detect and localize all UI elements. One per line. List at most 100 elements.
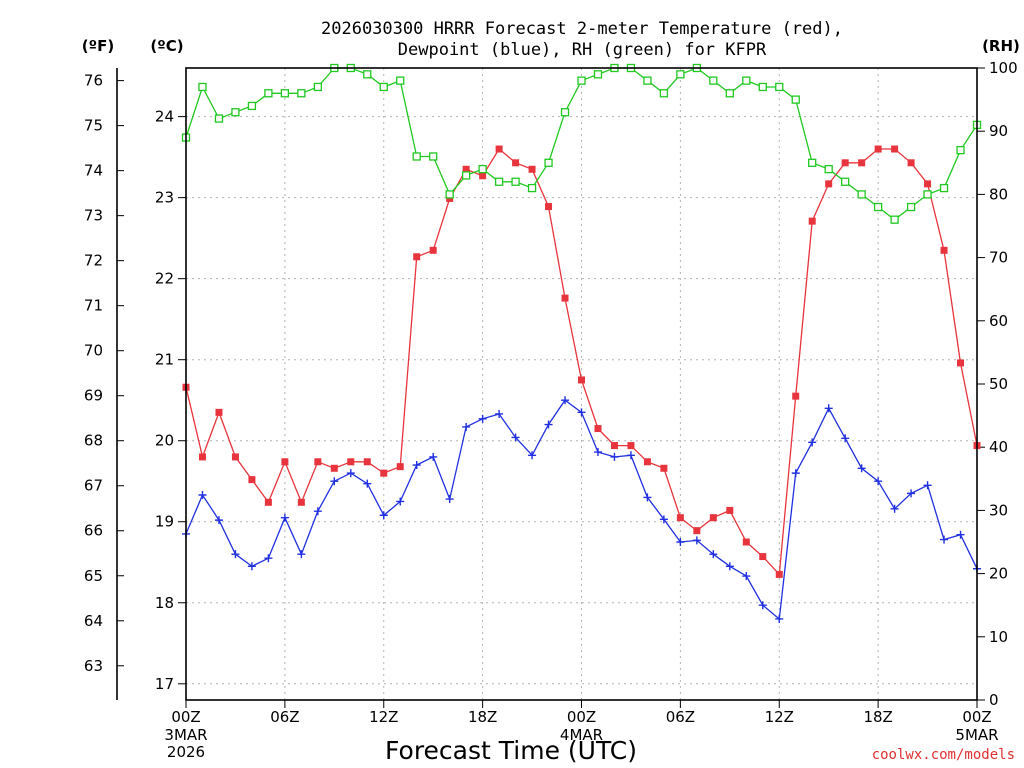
celsius-tick-label: 19 [155,513,174,531]
data-point [363,70,372,79]
data-point [906,202,916,212]
data-point [380,469,388,477]
data-point [956,530,965,539]
x-tick-sublabel: 3MAR [164,726,207,744]
data-point [725,562,734,571]
data-point [626,451,635,460]
rh-tick-label: 30 [989,501,1008,519]
data-point [593,70,603,79]
data-point [231,550,240,559]
data-point [775,82,784,92]
data-point [858,159,866,167]
x-tick-label: 18Z [863,708,892,726]
series-filled-square [182,145,981,578]
data-point [808,438,817,447]
rh-axis: 0 10 20 30 40 50 60 70 80 90 100 [977,59,1018,709]
data-point [594,425,602,433]
data-point [413,253,421,261]
data-point [676,514,684,522]
data-point [577,76,586,85]
data-point [841,159,849,167]
data-point [198,453,206,461]
data-point [429,246,437,254]
series-open-square [181,63,982,224]
data-point [445,495,454,504]
rh-tick-label: 90 [989,122,1008,140]
fahrenheit-tick-label: 70 [84,342,103,360]
data-point [247,101,257,111]
data-point [660,464,668,472]
data-point [297,89,306,98]
celsius-tick-label: 22 [155,270,174,288]
data-point [495,145,503,153]
fahrenheit-tick-label: 71 [84,297,103,315]
fahrenheit-tick-label: 75 [84,117,103,135]
data-point [643,458,651,466]
x-axis-label: Forecast Time (UTC) [385,736,637,765]
data-point [709,514,717,522]
data-point [577,408,586,417]
data-point [214,516,223,525]
data-point [461,171,471,180]
celsius-axis: 17 18 19 20 21 22 23 24 [155,108,186,693]
data-point [495,409,504,418]
fahrenheit-tick-label: 76 [84,72,103,90]
data-point [280,89,290,98]
data-point [429,452,438,461]
data-point [281,458,289,466]
credit-text: coolwx.com/models [872,747,1015,763]
data-point [742,76,751,85]
data-point [890,504,899,513]
data-point [775,570,783,578]
rh-tick-label: 100 [989,59,1018,77]
data-point [709,550,718,559]
data-point [676,70,685,79]
data-point [231,108,240,117]
data-point [297,550,306,559]
data-point [759,553,767,561]
fahrenheit-tick-label: 63 [84,657,103,675]
data-point [758,601,767,610]
data-point [593,448,602,457]
data-point [578,376,585,384]
rh-unit-label: (RH) [982,37,1020,55]
data-point [742,538,750,546]
data-point [659,515,668,524]
data-point [429,152,438,161]
data-point [791,95,800,104]
data-point [511,177,520,186]
chart-title-line1: 2026030300 HRRR Forecast 2-meter Tempera… [321,19,843,39]
data-point [791,469,800,478]
data-point [610,442,618,450]
data-point [280,513,289,522]
fahrenheit-unit-label: (ºF) [82,37,114,55]
data-point [198,491,207,500]
data-point [561,294,569,302]
data-point [544,420,553,429]
data-point [709,76,718,85]
celsius-tick-label: 24 [155,108,174,126]
data-point [627,442,635,450]
data-point [363,479,372,488]
data-point [313,507,322,516]
x-tick-label: 12Z [765,708,794,726]
data-point [891,145,899,153]
data-point [330,477,339,486]
data-point [479,172,487,180]
data-point [874,477,883,486]
data-point [314,458,322,466]
data-point [561,396,570,405]
rh-tick-label: 10 [989,628,1008,646]
x-tick-label: 06Z [270,708,299,726]
celsius-unit-label: (ºC) [150,37,183,55]
data-point [527,183,537,193]
x-tick-label: 00Z [962,708,991,726]
celsius-tick-label: 20 [155,432,174,450]
fahrenheit-axis: 63 64 65 66 67 68 69 70 71 72 73 74 75 76 [84,68,124,700]
series-plus [182,396,981,623]
celsius-tick-label: 18 [155,594,174,612]
x-tick-sublabel: 4MAR [560,726,603,744]
data-point [940,246,948,254]
data-point [775,614,784,623]
data-point [511,433,520,442]
